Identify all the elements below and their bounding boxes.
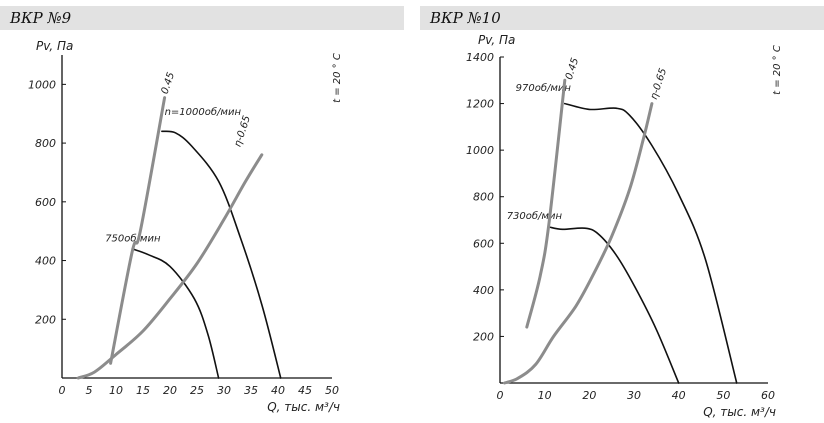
x-tick-label: 10 xyxy=(538,389,552,402)
chart-title: ВКР №10 xyxy=(430,9,501,27)
curve-label: η-0.65 xyxy=(233,114,253,148)
y-tick-label: 800 xyxy=(473,191,494,204)
y-axis-label: Pv, Па xyxy=(478,33,515,47)
temperature-label: t = 20 ° C xyxy=(332,53,343,103)
x-axis-label: Q, тыс. м³/ч xyxy=(267,400,340,414)
x-tick-label: 0 xyxy=(497,389,504,402)
y-tick-label: 800 xyxy=(35,137,56,150)
y-tick-label: 1000 xyxy=(28,78,56,91)
efficiency-curve xyxy=(76,153,264,380)
curve-label: 970об/мин xyxy=(516,82,572,94)
x-axis-label: Q, тыс. м³/ч xyxy=(703,405,776,419)
x-tick-label: 40 xyxy=(271,384,285,397)
x-tick-label: 40 xyxy=(672,389,686,402)
chart-svg: 200 400 600 800 1000 1200 1400 0 10 20 30 40 50 60 Pv,… xyxy=(466,33,783,419)
x-tick-label: 0 xyxy=(59,384,66,397)
x-tick-label: 50 xyxy=(325,384,339,397)
performance-curve xyxy=(564,102,738,384)
y-tick-label: 200 xyxy=(473,330,494,343)
x-tick-label: 35 xyxy=(244,384,258,397)
x-tick-label: 50 xyxy=(716,389,730,402)
curve-label: 730об/мин xyxy=(507,210,563,222)
x-tick-label: 5 xyxy=(86,384,93,397)
x-tick-label: 60 xyxy=(761,389,775,402)
x-tick-label: 30 xyxy=(217,384,231,397)
chart-svg: 200 400 600 800 1000 0 5 10 15 20 25 30 35 40 45 50 Pv, … xyxy=(28,39,343,414)
panel-header: ВКР №10 xyxy=(420,6,824,30)
y-tick-label: 1200 xyxy=(466,98,494,111)
y-tick-label: 600 xyxy=(35,196,56,209)
y-tick-label: 1000 xyxy=(466,144,494,157)
chart-panel-vkr10: ВКР №10 200 400 600 800 1000 1200 1400 0 10 20 30 4… xyxy=(420,0,824,423)
x-tick-label: 10 xyxy=(109,384,123,397)
curve-label: n=1000об/мин xyxy=(165,106,242,118)
y-tick-label: 400 xyxy=(35,255,56,268)
y-axis-label: Pv, Па xyxy=(36,39,73,53)
panel-header: ВКР №9 xyxy=(0,6,404,30)
y-tick-label: 600 xyxy=(473,237,494,250)
curve-label: η-0.65 xyxy=(649,67,669,101)
performance-curve xyxy=(161,130,282,379)
chart-title: ВКР №9 xyxy=(10,9,72,27)
curve-label: 750об/мин xyxy=(105,232,161,244)
performance-curve xyxy=(131,248,220,379)
y-tick-label: 400 xyxy=(473,284,494,297)
y-tick-label: 1400 xyxy=(466,51,494,64)
performance-curve xyxy=(548,226,680,384)
temperature-label: t = 20 ° C xyxy=(772,45,783,95)
x-tick-label: 25 xyxy=(190,384,204,397)
y-tick-label: 200 xyxy=(35,313,56,326)
chart-panel-vkr9: ВКР №9 200 400 600 800 1000 0 5 10 15 20 25 30 35 40 4… xyxy=(0,0,404,423)
x-tick-label: 20 xyxy=(163,384,177,397)
x-tick-label: 30 xyxy=(627,389,641,402)
x-tick-label: 20 xyxy=(582,389,596,402)
curve-label: 0.45 xyxy=(160,71,177,96)
x-tick-label: 45 xyxy=(298,384,312,397)
efficiency-curve xyxy=(525,78,567,329)
efficiency-curve xyxy=(503,102,654,385)
x-tick-label: 15 xyxy=(136,384,150,397)
curve-label: 0.45 xyxy=(564,57,581,82)
efficiency-curve xyxy=(109,96,167,365)
